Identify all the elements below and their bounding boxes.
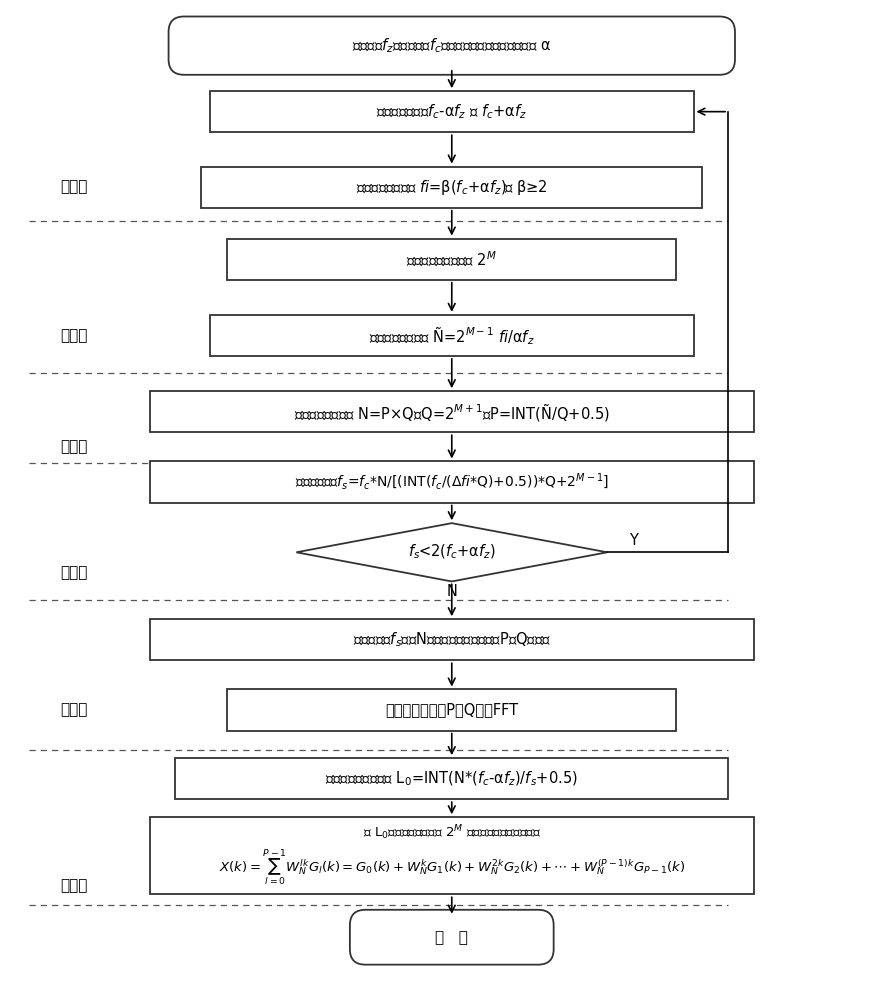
- Bar: [149, 817, 754, 894]
- Text: 步骤三: 步骤三: [60, 439, 87, 454]
- Text: 设定观察窗口宽度为 $2^M$: 设定观察窗口宽度为 $2^M$: [407, 249, 497, 269]
- FancyBboxPatch shape: [169, 16, 735, 75]
- Text: Y: Y: [628, 533, 638, 548]
- Text: 步骤五: 步骤五: [60, 703, 87, 718]
- Text: 步骤四: 步骤四: [60, 565, 87, 580]
- Text: 调制频率$f_z$、载波频率$f_c$的信号，取半带宽扩展系数为 α: 调制频率$f_z$、载波频率$f_c$的信号，取半带宽扩展系数为 α: [352, 36, 551, 55]
- Bar: [228, 689, 676, 731]
- Text: 分析频率范围：$f_c$-α$f_z$ 到 $f_c$+α$f_z$: 分析频率范围：$f_c$-α$f_z$ 到 $f_c$+α$f_z$: [376, 102, 527, 121]
- Text: 步骤一: 步骤一: [60, 180, 87, 195]
- Text: 从 L$_0$处开始按下式计算 $2^M$ 条谱线即为所需的细化谱
$X(k)=\sum_{l=0}^{P-1}W_N^{lk}G_l(k)=G_0(k)+W_: 从 L$_0$处开始按下式计算 $2^M$ 条谱线即为所需的细化谱 $X(k)=…: [218, 824, 685, 888]
- Bar: [228, 239, 676, 280]
- Text: 实际采样数据点数 N=P×Q，Q=$2^{M+1}$，P=INT(Ñ/Q+0.5): 实际采样数据点数 N=P×Q，Q=$2^{M+1}$，P=INT(Ñ/Q+0.5…: [294, 401, 610, 423]
- Text: 初步确定采样频率 $fi$=β($f_c$+α$f_z$)， β≥2: 初步确定采样频率 $fi$=β($f_c$+α$f_z$)， β≥2: [355, 178, 547, 197]
- Text: $f_s$<2($f_c$+α$f_z$): $f_s$<2($f_c$+α$f_z$): [408, 543, 495, 561]
- Bar: [149, 461, 754, 503]
- Text: N: N: [447, 584, 457, 599]
- Bar: [176, 758, 728, 799]
- Text: 步骤六: 步骤六: [60, 878, 87, 893]
- Bar: [149, 619, 754, 660]
- Text: 计算观察窗起始谱线 L$_0$=INT(N*($f_c$-α$f_z$)/$f_s$+0.5): 计算观察窗起始谱线 L$_0$=INT(N*($f_c$-α$f_z$)/$f_…: [325, 769, 578, 788]
- Bar: [149, 391, 754, 432]
- Text: 所需采样数据个数 Ñ=$2^{M-1}$ $fi$/α$f_z$: 所需采样数据个数 Ñ=$2^{M-1}$ $fi$/α$f_z$: [369, 324, 534, 347]
- Text: 按采样频率$f_s$采样N个数据，采样同时分为P组Q点存放: 按采样频率$f_s$采样N个数据，采样同时分为P组Q点存放: [353, 630, 551, 649]
- Bar: [202, 167, 702, 208]
- Bar: [210, 91, 693, 132]
- Text: 步骤二: 步骤二: [60, 328, 87, 343]
- Text: 调整采样频率$f_s$=$f_c$*N/[(INT($f_c$/(Δ$fi$*Q)+0.5))*Q+$2^{M-1}$]: 调整采样频率$f_s$=$f_c$*N/[(INT($f_c$/(Δ$fi$*Q…: [295, 472, 609, 492]
- Bar: [210, 315, 693, 356]
- Text: 对已采集数据做P个Q点的FFT: 对已采集数据做P个Q点的FFT: [385, 703, 518, 718]
- Text: 结   束: 结 束: [435, 930, 468, 945]
- FancyBboxPatch shape: [350, 910, 554, 965]
- Polygon shape: [296, 523, 607, 581]
